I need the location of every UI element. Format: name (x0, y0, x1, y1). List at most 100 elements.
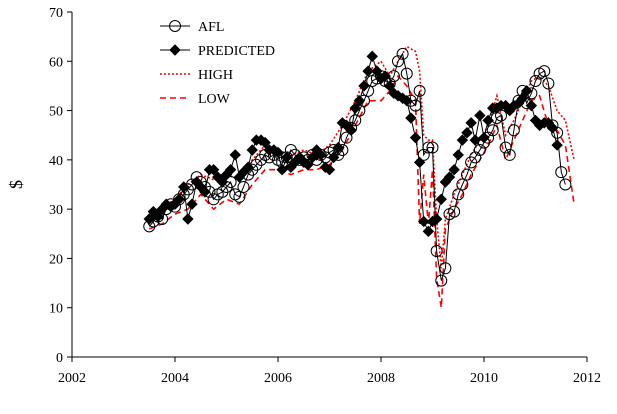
x-tick-label: 2002 (58, 371, 86, 386)
data-point-afl (426, 141, 439, 154)
data-point-predicted (358, 80, 370, 92)
legend-item-low: LOW (160, 92, 231, 107)
data-point-predicted (456, 134, 469, 146)
data-point-afl (507, 124, 520, 137)
data-point-afl (551, 126, 564, 139)
data-point-afl (160, 203, 173, 216)
y-tick-label: 10 (49, 302, 63, 317)
data-point-afl (473, 144, 486, 156)
data-point-afl (203, 185, 216, 198)
data-point-afl (546, 119, 559, 132)
legend-item-predicted: PREDICTED (160, 44, 275, 59)
legend-item-high: HIGH (160, 68, 233, 83)
data-point-afl (456, 178, 469, 191)
data-point-afl (396, 47, 409, 60)
y-tick-label: 0 (56, 351, 63, 366)
data-point-predicted (353, 95, 366, 107)
data-point-afl (336, 144, 349, 156)
data-point-afl (422, 141, 435, 154)
data-point-afl (516, 84, 529, 97)
data-point-predicted (551, 139, 563, 151)
y-tick-label: 20 (49, 252, 63, 267)
data-point-afl (198, 180, 211, 193)
data-point-predicted (465, 117, 477, 129)
x-tick-label: 2004 (161, 371, 189, 386)
data-point-afl (391, 55, 404, 68)
data-point-predicted (246, 144, 258, 156)
data-point-predicted (229, 149, 241, 161)
x-tick-label: 2012 (573, 371, 601, 386)
data-point-afl (542, 77, 555, 90)
data-point-afl (559, 178, 572, 191)
data-point-predicted (430, 213, 443, 225)
y-tick-label: 50 (49, 105, 63, 120)
data-point-afl (224, 176, 237, 189)
data-point-afl (525, 87, 538, 100)
data-point-afl (430, 245, 443, 258)
data-point-afl (173, 193, 186, 206)
series-layer (143, 45, 575, 308)
data-point-predicted (401, 95, 413, 107)
data-point-predicted (469, 134, 481, 146)
data-point-afl (520, 97, 533, 110)
series-afl (143, 47, 572, 287)
y-tick-label: 30 (49, 203, 63, 218)
x-tick-label: 2010 (470, 371, 498, 386)
data-point-afl (387, 70, 400, 83)
legend-label: LOW (198, 92, 231, 107)
data-point-afl (250, 158, 263, 171)
data-point-afl (301, 153, 314, 166)
y-tick-label: 40 (49, 154, 63, 169)
data-point-afl (482, 131, 495, 144)
data-point-predicted (422, 225, 435, 238)
data-point-afl (353, 104, 366, 117)
data-point-predicted (474, 109, 486, 122)
data-point-predicted (443, 171, 456, 183)
y-tick-label: 70 (49, 6, 63, 21)
data-point-afl (435, 274, 448, 287)
data-point-afl (448, 205, 461, 218)
legend-marker (169, 20, 181, 32)
y-tick-label: 60 (49, 55, 63, 70)
data-point-afl (185, 178, 198, 191)
data-point-predicted (207, 164, 220, 176)
data-point-afl (404, 94, 417, 107)
data-point-predicted (452, 149, 464, 161)
data-point-afl (413, 84, 426, 97)
data-point-predicted (259, 136, 271, 149)
data-point-afl (169, 200, 181, 213)
data-point-afl (529, 75, 542, 87)
data-point-afl (276, 156, 289, 169)
legend-label: PREDICTED (198, 44, 275, 59)
data-point-predicted (366, 50, 378, 63)
data-point-predicted (448, 164, 460, 176)
data-point-predicted (461, 127, 473, 139)
x-tick-label: 2008 (367, 371, 395, 386)
axes: 0 10 20 30 40 50 60 70 2002 2004 2006 2008 2010 2012 $ (6, 6, 601, 386)
data-point-afl (345, 121, 358, 134)
data-point-afl (237, 180, 250, 193)
data-point-afl (383, 77, 396, 90)
data-point-predicted (418, 215, 430, 228)
legend: AFL PREDICTED HIGH LOW (160, 20, 275, 107)
data-point-afl (439, 262, 452, 275)
data-point-afl (538, 65, 551, 78)
data-point-predicted (323, 164, 336, 176)
data-point-afl (461, 168, 474, 181)
data-point-predicted (224, 164, 237, 176)
data-point-predicted (182, 213, 194, 225)
data-point-afl (469, 151, 482, 164)
data-point-afl (409, 99, 422, 112)
legend-item-afl: AFL (160, 20, 224, 35)
data-point-afl (494, 109, 507, 122)
x-tick-label: 2006 (264, 371, 292, 386)
data-point-afl (327, 144, 340, 156)
y-axis-label: $ (6, 180, 26, 189)
data-point-afl (340, 131, 353, 144)
data-point-afl (486, 124, 499, 137)
data-point-predicted (435, 193, 447, 205)
legend-label: AFL (198, 20, 224, 35)
legend-label: HIGH (198, 68, 233, 83)
